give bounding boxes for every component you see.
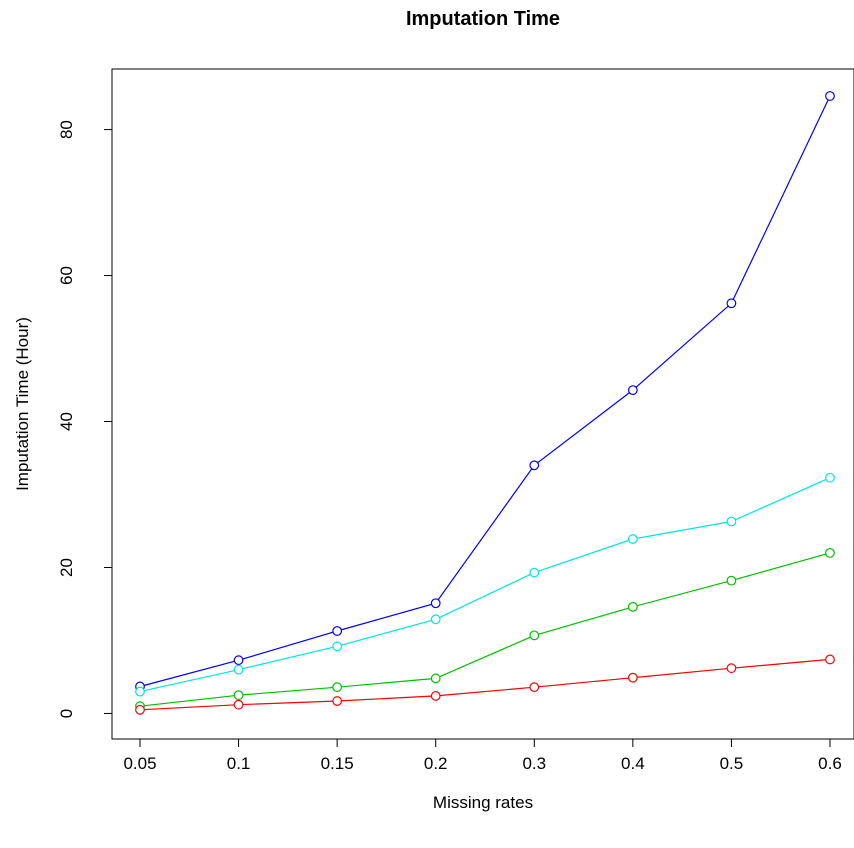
data-point [430,673,441,684]
series-line [139,95,831,688]
chart-title: Imputation Time [406,8,560,30]
data-point [825,91,835,101]
data-point [430,614,441,625]
x-tick-label: 0.1 [227,754,251,773]
y-axis-label: Imputation Time (Hour) [13,317,32,491]
data-point [233,699,244,710]
data-point [529,630,540,641]
series-line [139,658,831,711]
data-point [726,575,737,586]
data-point [627,672,638,683]
data-point [135,704,145,715]
y-tick-label: 0 [57,709,76,718]
data-point [529,460,540,471]
series-4 [135,654,835,715]
data-point [529,682,540,693]
data-point [233,664,244,675]
x-tick-label: 0.15 [321,754,354,773]
data-point [726,298,737,309]
data-point [233,655,244,666]
data-point [529,567,540,578]
y-tick-label: 20 [57,558,76,577]
data-point [627,385,638,396]
x-axis: 0.05 0.1 0.15 0.2 0.3 0.4 0.5 0.6 [123,739,842,773]
series-layer [135,91,835,715]
x-tick-label: 0.2 [424,754,448,773]
data-point [430,598,441,609]
y-tick-label: 60 [57,266,76,285]
plot-frame [111,68,854,740]
data-point [332,682,343,693]
data-point [627,601,638,612]
data-point [332,641,343,652]
data-point [135,686,145,697]
series-line [139,477,831,693]
data-point [825,472,835,483]
series-2 [135,472,835,697]
x-tick-label: 0.4 [621,754,645,773]
series-1 [135,91,835,692]
x-tick-label: 0.6 [818,754,842,773]
data-point [233,690,244,701]
series-3 [135,547,835,712]
data-point [726,516,737,527]
x-tick-label: 0.5 [720,754,744,773]
data-point [332,626,343,636]
data-point [726,663,737,674]
series-line [139,552,831,707]
x-axis-label: Missing rates [433,793,533,812]
y-tick-label: 40 [57,412,76,431]
x-tick-label: 0.3 [522,754,546,773]
data-point [825,654,835,665]
x-tick-label: 0.05 [123,754,156,773]
y-tick-label: 80 [57,120,76,139]
data-point [332,696,343,706]
y-axis: 0 20 40 60 80 [57,120,112,718]
data-point [430,691,441,701]
data-point [825,547,835,558]
data-point [627,534,638,544]
